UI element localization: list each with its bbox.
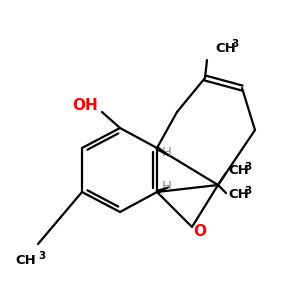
Text: CH: CH bbox=[228, 164, 249, 178]
Text: 3: 3 bbox=[244, 186, 251, 196]
Text: H: H bbox=[162, 181, 172, 194]
Polygon shape bbox=[156, 147, 169, 156]
Text: OH: OH bbox=[72, 98, 98, 113]
Text: CH: CH bbox=[215, 41, 236, 55]
Text: O: O bbox=[194, 224, 206, 238]
Text: CH: CH bbox=[16, 254, 36, 266]
Text: CH: CH bbox=[228, 188, 249, 202]
Text: 3: 3 bbox=[231, 39, 238, 49]
Text: 3: 3 bbox=[244, 162, 251, 172]
Text: 3: 3 bbox=[38, 251, 46, 261]
Polygon shape bbox=[156, 187, 169, 194]
Text: H: H bbox=[162, 146, 172, 160]
